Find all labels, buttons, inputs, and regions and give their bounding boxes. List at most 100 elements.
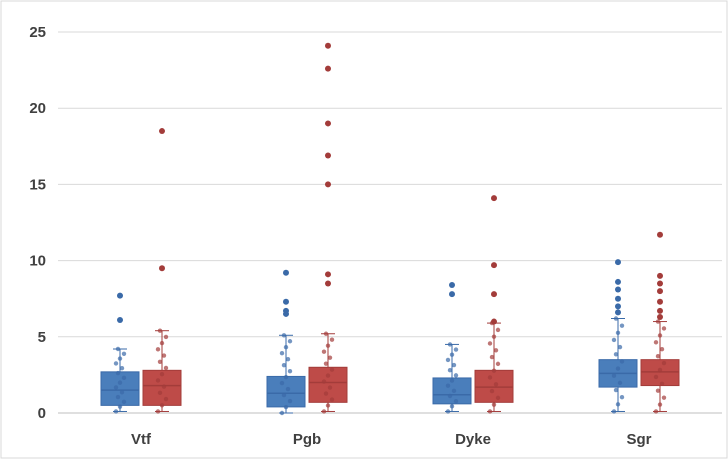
data-point: [161, 384, 167, 389]
data-point: [451, 362, 457, 368]
y-tick-label: 0: [38, 405, 46, 422]
data-point: [287, 368, 293, 374]
x-category-label: Pgb: [293, 431, 321, 448]
data-point: [613, 352, 619, 357]
data-point: [119, 390, 125, 395]
data-point: [657, 367, 663, 373]
outlier-point: [657, 313, 663, 320]
data-point: [157, 359, 163, 364]
data-point: [279, 351, 285, 356]
outlier-point: [615, 286, 621, 293]
data-point: [115, 370, 121, 376]
data-point: [615, 402, 621, 407]
box: [474, 369, 514, 403]
outlier-point: [615, 295, 621, 302]
data-point: [115, 346, 121, 352]
data-point: [619, 323, 625, 328]
data-point: [283, 345, 289, 350]
data-point: [611, 373, 617, 378]
data-point: [449, 352, 455, 357]
data-point: [447, 368, 453, 373]
outlier-point: [657, 231, 663, 238]
outlier-point: [117, 317, 123, 324]
box-group: [598, 259, 638, 414]
box-group: [142, 128, 182, 414]
data-point: [329, 397, 335, 402]
data-point: [615, 366, 621, 371]
outlier-point: [491, 262, 497, 269]
data-point: [287, 398, 293, 404]
data-point: [611, 409, 617, 414]
data-point: [285, 356, 291, 362]
data-point: [281, 392, 287, 398]
data-point: [117, 380, 123, 385]
data-point: [449, 404, 455, 409]
data-point: [495, 395, 501, 401]
data-point: [613, 387, 619, 393]
data-point: [321, 409, 327, 414]
data-point: [159, 371, 165, 377]
data-point: [661, 326, 667, 331]
data-point: [447, 393, 453, 399]
data-point: [287, 339, 293, 344]
data-point: [283, 374, 289, 380]
x-category-label: Sgr: [626, 431, 651, 448]
data-point: [493, 382, 499, 387]
data-point: [487, 341, 493, 346]
data-point: [113, 361, 119, 366]
outlier-point: [657, 280, 663, 287]
data-point: [281, 333, 287, 338]
data-point: [657, 333, 663, 338]
outlier-point: [615, 259, 621, 266]
data-point: [321, 379, 327, 384]
y-tick-label: 20: [29, 100, 46, 117]
y-axis: 0 5 10 15 20 25: [29, 24, 46, 422]
outlier-point: [657, 307, 663, 314]
box: [100, 371, 140, 406]
box-group: [266, 269, 306, 416]
data-point: [659, 381, 665, 387]
data-point: [617, 344, 623, 350]
y-tick-label: 10: [29, 253, 46, 270]
outlier-point: [159, 265, 165, 272]
outlier-point: [325, 271, 331, 278]
data-point: [615, 330, 621, 336]
data-point: [115, 394, 121, 400]
data-point: [653, 409, 659, 414]
data-point: [117, 404, 123, 409]
data-point: [283, 404, 289, 410]
data-point: [285, 386, 291, 392]
outlier-point: [325, 120, 331, 127]
outlier-point: [325, 42, 331, 49]
outlier-point: [657, 288, 663, 295]
outlier-point: [325, 181, 331, 188]
data-point: [487, 409, 493, 414]
data-point: [155, 347, 161, 352]
data-point: [279, 410, 285, 416]
plot-area: [100, 42, 680, 416]
data-point: [495, 361, 501, 367]
data-point: [661, 360, 667, 366]
data-point: [491, 368, 497, 373]
data-point: [659, 347, 665, 352]
outlier-point: [283, 307, 289, 314]
outlier-point: [283, 298, 289, 305]
box-group: [100, 292, 140, 414]
data-point: [453, 373, 459, 378]
data-point: [323, 361, 329, 366]
data-point: [163, 365, 169, 371]
box: [266, 375, 306, 408]
x-axis: Vtf Pgb Dyke Sgr: [58, 412, 722, 448]
data-point: [657, 402, 663, 407]
data-point: [489, 354, 495, 360]
data-point: [121, 375, 127, 381]
data-point: [655, 388, 661, 393]
data-point: [323, 331, 329, 336]
data-point: [495, 327, 501, 333]
data-point: [653, 374, 659, 380]
x-category-label: Vtf: [131, 431, 152, 448]
data-point: [155, 378, 161, 383]
data-point: [655, 353, 661, 359]
data-point: [329, 337, 335, 342]
data-point: [655, 319, 661, 324]
